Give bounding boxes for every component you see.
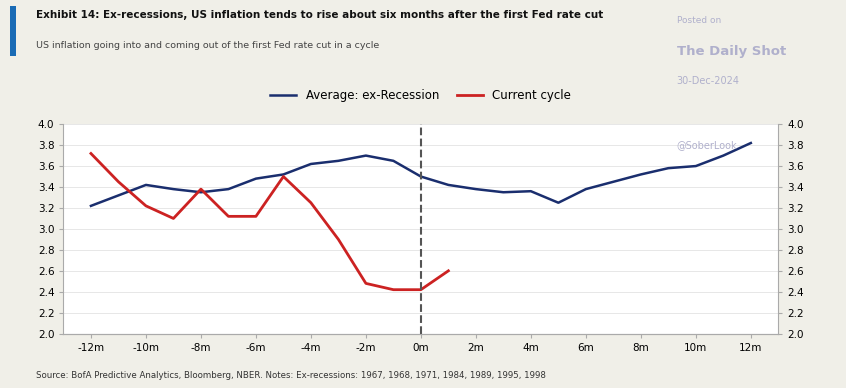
Text: Exhibit 14: Ex-recessions, US inflation tends to rise about six months after the: Exhibit 14: Ex-recessions, US inflation … [36,10,604,20]
Legend: Average: ex-Recession, Current cycle: Average: ex-Recession, Current cycle [266,84,576,106]
Text: The Daily Shot: The Daily Shot [677,45,786,58]
Text: US inflation going into and coming out of the first Fed rate cut in a cycle: US inflation going into and coming out o… [36,41,380,50]
Text: @SoberLook: @SoberLook [677,140,738,150]
Text: Source: BofA Predictive Analytics, Bloomberg, NBER. Notes: Ex-recessions: 1967, : Source: BofA Predictive Analytics, Bloom… [36,371,547,380]
Text: Posted on: Posted on [677,16,721,24]
Text: 30-Dec-2024: 30-Dec-2024 [677,76,739,86]
